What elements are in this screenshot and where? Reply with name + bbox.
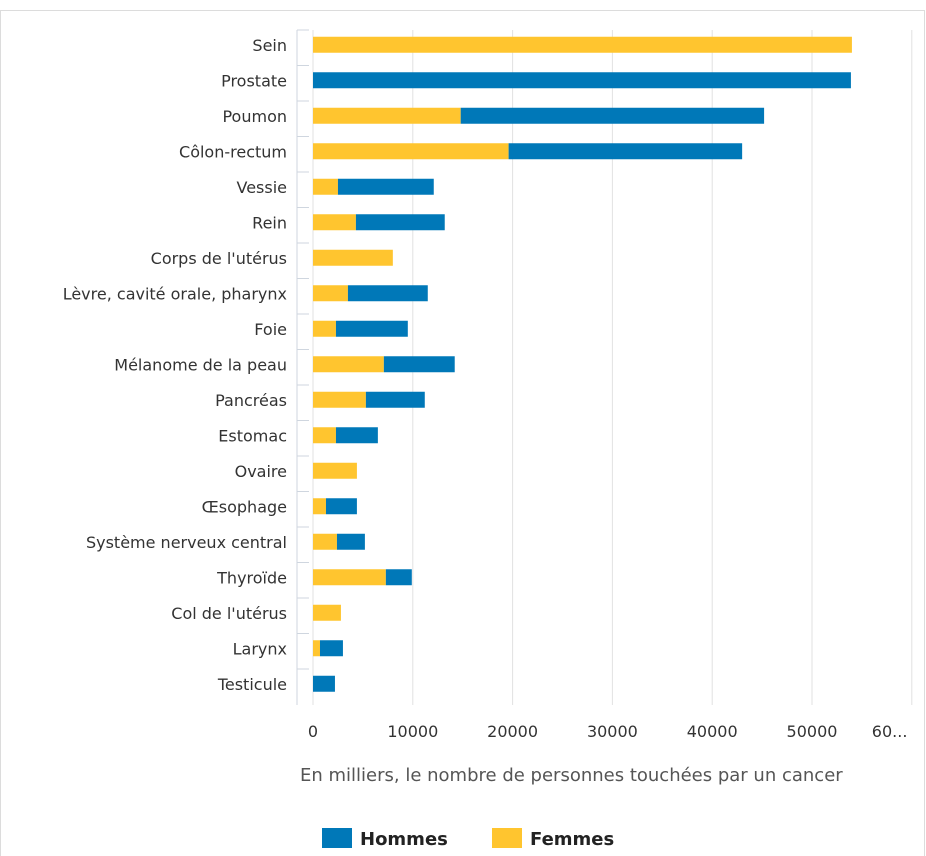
category-label: Larynx: [233, 639, 287, 658]
category-label: Poumon: [222, 107, 287, 126]
category-label: Estomac: [218, 426, 287, 445]
legend-label[interactable]: Femmes: [530, 829, 614, 850]
bar-hommes[interactable]: [336, 533, 365, 550]
tick-label: 0: [308, 722, 318, 741]
value-axis: 0 10000 20000 30000 40000 50000 60...: [308, 722, 908, 741]
legend-label[interactable]: Hommes: [360, 829, 448, 850]
category-label: Prostate: [221, 71, 287, 90]
category-label: Testicule: [217, 675, 287, 694]
tick-label: 40000: [687, 722, 738, 741]
category-label: Vessie: [236, 178, 287, 197]
bar-hommes[interactable]: [347, 285, 428, 302]
bar-femmes[interactable]: [313, 214, 356, 231]
bar-femmes[interactable]: [313, 36, 852, 53]
category-axis: Sein Prostate Poumon Côlon-rectum Vessie Rein…: [63, 29, 309, 705]
bar-hommes[interactable]: [335, 427, 378, 444]
bar-hommes[interactable]: [355, 214, 445, 231]
category-label: Lèvre, cavité orale, pharynx: [63, 284, 287, 303]
category-label: Ovaire: [235, 462, 287, 481]
bar-femmes[interactable]: [313, 107, 461, 124]
category-label: Pancréas: [215, 391, 287, 410]
bar-hommes[interactable]: [337, 178, 434, 195]
tick-label: 20000: [487, 722, 538, 741]
category-label: Mélanome de la peau: [114, 355, 287, 374]
bar-femmes[interactable]: [313, 285, 348, 302]
bar-hommes[interactable]: [319, 640, 343, 657]
tick-label: 10000: [387, 722, 438, 741]
bar-femmes[interactable]: [313, 427, 336, 444]
bar-hommes[interactable]: [335, 320, 408, 337]
bar-hommes[interactable]: [385, 569, 412, 586]
bar-femmes[interactable]: [313, 604, 341, 621]
bar-hommes[interactable]: [313, 675, 335, 692]
bar-femmes[interactable]: [313, 569, 386, 586]
bar-femmes[interactable]: [313, 640, 320, 657]
bar-femmes[interactable]: [313, 391, 366, 408]
legend-swatch[interactable]: [492, 828, 522, 848]
bar-hommes[interactable]: [365, 391, 425, 408]
category-label: Côlon-rectum: [179, 142, 287, 161]
bar-hommes[interactable]: [383, 356, 455, 373]
bar-hommes[interactable]: [460, 107, 765, 124]
bar-hommes[interactable]: [313, 72, 851, 89]
category-label: Œsophage: [202, 497, 287, 516]
legend-swatch[interactable]: [322, 828, 352, 848]
category-label: Sein: [252, 36, 287, 55]
tick-label: 50000: [787, 722, 838, 741]
category-label: Corps de l'utérus: [151, 249, 287, 268]
tick-label: 30000: [587, 722, 638, 741]
bar-femmes[interactable]: [313, 320, 336, 337]
bar-femmes[interactable]: [313, 143, 509, 160]
bars: [313, 36, 852, 692]
legend[interactable]: Hommes Femmes: [322, 828, 614, 850]
tick-label: 60...: [872, 722, 908, 741]
x-axis-title: En milliers, le nombre de personnes touc…: [300, 765, 843, 786]
bar-femmes[interactable]: [313, 533, 337, 550]
category-label: Thyroïde: [216, 568, 287, 587]
bar-hommes[interactable]: [325, 498, 357, 515]
category-label: Système nerveux central: [86, 533, 287, 552]
bar-femmes[interactable]: [313, 178, 338, 195]
bar-femmes[interactable]: [313, 249, 393, 266]
bar-hommes[interactable]: [508, 143, 743, 160]
category-label: Foie: [254, 320, 287, 339]
bar-femmes[interactable]: [313, 356, 384, 373]
bar-femmes[interactable]: [313, 498, 326, 515]
bar-femmes[interactable]: [313, 462, 357, 479]
category-label: Rein: [252, 213, 287, 232]
category-label: Col de l'utérus: [171, 604, 287, 623]
